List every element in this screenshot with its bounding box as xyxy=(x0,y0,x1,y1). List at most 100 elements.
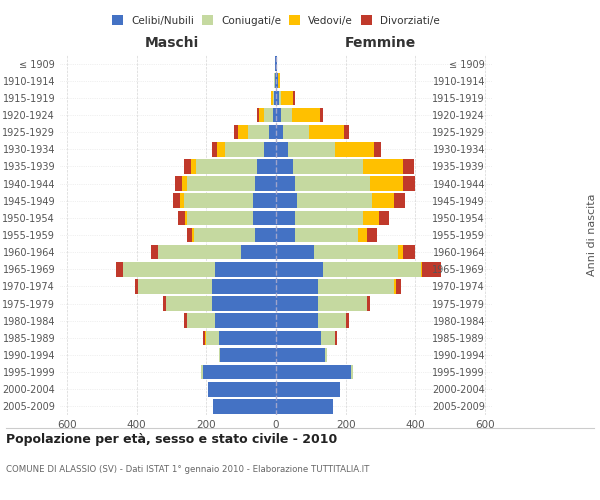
Bar xyxy=(403,245,415,260)
Bar xyxy=(217,142,226,156)
Bar xyxy=(187,176,255,191)
Bar xyxy=(238,125,248,140)
Bar xyxy=(259,108,264,122)
Bar xyxy=(257,159,276,174)
Bar xyxy=(309,125,344,140)
Bar xyxy=(281,90,293,105)
Bar xyxy=(323,262,421,276)
Bar xyxy=(187,314,215,328)
Bar xyxy=(276,159,293,174)
Bar xyxy=(276,314,318,328)
Bar xyxy=(370,176,403,191)
Bar xyxy=(151,245,158,260)
Bar xyxy=(367,296,370,311)
Bar xyxy=(139,279,212,293)
Bar xyxy=(218,330,276,345)
Bar xyxy=(297,194,372,208)
Bar xyxy=(276,108,281,122)
Bar xyxy=(346,314,349,328)
Bar xyxy=(276,382,340,396)
Bar xyxy=(276,125,283,140)
Bar xyxy=(264,142,276,156)
Bar xyxy=(276,56,277,71)
Bar xyxy=(205,330,206,345)
Bar xyxy=(187,228,193,242)
Bar xyxy=(173,194,180,208)
Bar xyxy=(187,210,253,225)
Bar xyxy=(196,159,257,174)
Bar xyxy=(135,279,139,293)
Bar xyxy=(379,210,389,225)
Bar xyxy=(351,365,353,380)
Bar xyxy=(295,228,358,242)
Bar xyxy=(194,228,255,242)
Bar xyxy=(394,194,405,208)
Bar xyxy=(276,365,351,380)
Bar xyxy=(184,194,253,208)
Bar xyxy=(374,142,380,156)
Bar xyxy=(193,228,194,242)
Bar xyxy=(255,228,276,242)
Bar xyxy=(208,382,276,396)
Bar xyxy=(367,228,377,242)
Bar xyxy=(276,399,334,413)
Bar xyxy=(215,314,276,328)
Bar xyxy=(363,159,403,174)
Bar xyxy=(212,296,276,311)
Bar xyxy=(293,159,363,174)
Bar xyxy=(255,176,276,191)
Text: Maschi: Maschi xyxy=(145,36,199,50)
Bar xyxy=(276,194,297,208)
Bar xyxy=(253,194,276,208)
Bar xyxy=(321,330,335,345)
Bar xyxy=(269,125,276,140)
Bar xyxy=(182,176,187,191)
Bar xyxy=(394,279,396,293)
Bar xyxy=(396,279,401,293)
Bar xyxy=(288,142,335,156)
Bar xyxy=(178,210,185,225)
Bar xyxy=(272,90,274,105)
Bar xyxy=(335,330,337,345)
Bar xyxy=(218,348,220,362)
Bar xyxy=(275,56,276,71)
Bar xyxy=(344,125,349,140)
Bar xyxy=(206,330,218,345)
Bar xyxy=(276,296,318,311)
Bar xyxy=(175,176,182,191)
Bar xyxy=(191,159,196,174)
Bar xyxy=(325,348,326,362)
Bar xyxy=(201,365,203,380)
Bar xyxy=(318,296,367,311)
Bar xyxy=(241,245,276,260)
Bar xyxy=(276,228,295,242)
Bar xyxy=(276,279,318,293)
Bar xyxy=(274,74,275,88)
Bar xyxy=(116,262,123,276)
Bar xyxy=(372,194,394,208)
Bar xyxy=(180,194,184,208)
Bar xyxy=(318,279,394,293)
Legend: Celibi/Nubili, Coniugati/e, Vedovi/e, Divorziati/e: Celibi/Nubili, Coniugati/e, Vedovi/e, Di… xyxy=(110,14,442,28)
Bar xyxy=(220,348,276,362)
Text: Anni di nascita: Anni di nascita xyxy=(587,194,597,276)
Bar xyxy=(421,262,422,276)
Bar xyxy=(280,90,281,105)
Bar xyxy=(123,262,215,276)
Bar xyxy=(275,74,276,88)
Bar xyxy=(226,142,264,156)
Bar xyxy=(264,108,272,122)
Bar xyxy=(212,142,217,156)
Bar xyxy=(203,330,205,345)
Bar xyxy=(403,176,415,191)
Bar xyxy=(278,74,280,88)
Bar xyxy=(163,296,166,311)
Bar xyxy=(253,210,276,225)
Bar xyxy=(276,348,325,362)
Bar xyxy=(281,108,292,122)
Bar xyxy=(185,210,187,225)
Bar xyxy=(318,314,346,328)
Bar xyxy=(363,210,379,225)
Bar xyxy=(184,159,191,174)
Bar xyxy=(283,125,309,140)
